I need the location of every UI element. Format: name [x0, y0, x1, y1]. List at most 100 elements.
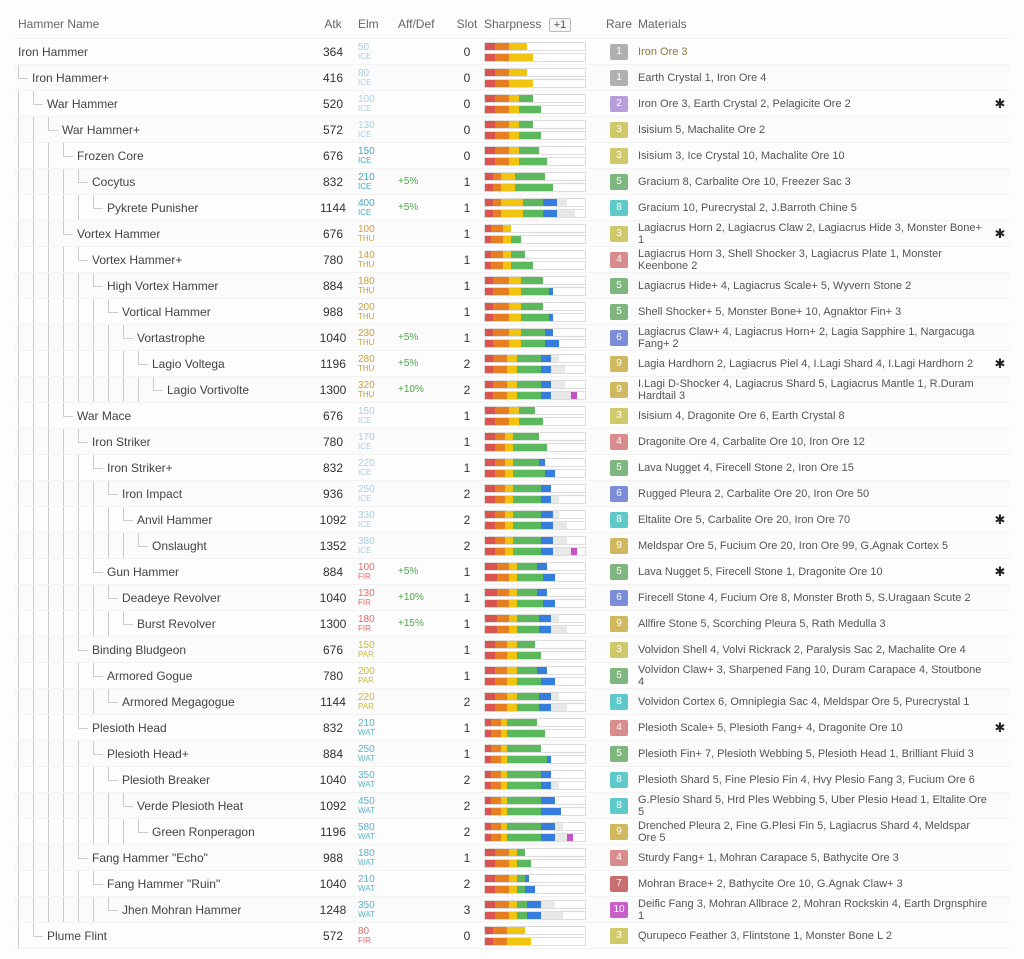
materials: Plesioth Shard 5, Fine Plesio Fin 4, Hvy… — [634, 774, 990, 786]
weapon-row[interactable]: Armored Megagogue1144220PAR28Volvidon Co… — [14, 689, 1010, 715]
hdr-slot[interactable]: Slot — [450, 17, 484, 31]
elm-value: 250ICE — [358, 485, 398, 503]
weapon-name[interactable]: Fang Hammer "Ruin" — [107, 877, 220, 891]
weapon-row[interactable]: Vortex Hammer+780140THU14Lagiacrus Horn … — [14, 247, 1010, 273]
hdr-aff[interactable]: Aff/Def — [398, 17, 450, 31]
weapon-row[interactable]: War Hammer520100ICE02Iron Ore 3, Earth C… — [14, 91, 1010, 117]
weapon-name[interactable]: Iron Impact — [122, 487, 182, 501]
weapon-row[interactable]: Plesioth Head832210WAT14Plesioth Scale+ … — [14, 715, 1010, 741]
weapon-row[interactable]: Vortastrophe1040230THU+5%16Lagiacrus Cla… — [14, 325, 1010, 351]
weapon-row[interactable]: Onslaught1352380ICE29Meldspar Ore 5, Fuc… — [14, 533, 1010, 559]
weapon-name[interactable]: High Vortex Hammer — [107, 279, 218, 293]
weapon-row[interactable]: Vortical Hammer988200THU15Shell Shocker+… — [14, 299, 1010, 325]
weapon-row[interactable]: Plume Flint57280FIR03Qurupeco Feather 3,… — [14, 923, 1010, 949]
weapon-name[interactable]: Iron Striker — [92, 435, 151, 449]
hdr-sharp[interactable]: Sharpness +1 — [484, 17, 604, 32]
weapon-name[interactable]: Plesioth Breaker — [122, 773, 210, 787]
weapon-row[interactable]: Green Ronperagon1196580WAT29Drenched Ple… — [14, 819, 1010, 845]
weapon-name[interactable]: Gun Hammer — [107, 565, 179, 579]
hdr-elm[interactable]: Elm — [358, 17, 398, 31]
weapon-row[interactable]: Cocytus832210ICE+5%15Gracium 8, Carbalit… — [14, 169, 1010, 195]
weapon-row[interactable]: Fang Hammer "Echo"988180WAT14Sturdy Fang… — [14, 845, 1010, 871]
materials: Isisium 3, Ice Crystal 10, Machalite Ore… — [634, 150, 990, 162]
weapon-name[interactable]: Verde Plesioth Heat — [137, 799, 243, 813]
weapon-row[interactable]: Armored Gogue780200PAR15Volvidon Claw+ 3… — [14, 663, 1010, 689]
weapon-name[interactable]: Vortex Hammer+ — [92, 253, 182, 267]
elm-value: 180FIR — [358, 615, 398, 633]
weapon-name[interactable]: Vortical Hammer — [122, 305, 211, 319]
weapon-row[interactable]: Fang Hammer "Ruin"1040210WAT27Mohran Bra… — [14, 871, 1010, 897]
weapon-name[interactable]: Fang Hammer "Echo" — [92, 851, 208, 865]
weapon-name[interactable]: Lagio Voltega — [152, 357, 225, 371]
weapon-name[interactable]: Burst Revolver — [137, 617, 216, 631]
sharpness-plus-button[interactable]: +1 — [549, 18, 572, 32]
weapon-row[interactable]: Lagio Vortivolte1300320THU+10%29I.Lagi D… — [14, 377, 1010, 403]
weapon-name[interactable]: Anvil Hammer — [137, 513, 212, 527]
atk-value: 884 — [308, 565, 358, 579]
rare-badge: 3 — [604, 225, 634, 242]
weapon-row[interactable]: Anvil Hammer1092330ICE28Eltalite Ore 5, … — [14, 507, 1010, 533]
hdr-mat[interactable]: Materials — [634, 17, 990, 31]
weapon-row[interactable]: Iron Hammer+41680ICE01Earth Crystal 1, I… — [14, 65, 1010, 91]
weapon-name[interactable]: Iron Hammer+ — [32, 71, 109, 85]
weapon-row[interactable]: Binding Bludgeon676150PAR13Volvidon Shel… — [14, 637, 1010, 663]
materials: Lagiacrus Hide+ 4, Lagiacrus Scale+ 5, W… — [634, 280, 990, 292]
slot-value: 2 — [450, 773, 484, 787]
elm-value: 130ICE — [358, 121, 398, 139]
hdr-rare[interactable]: Rare — [604, 17, 634, 31]
weapon-name[interactable]: War Hammer — [47, 97, 118, 111]
weapon-name[interactable]: Jhen Mohran Hammer — [122, 903, 241, 917]
weapon-name[interactable]: War Mace — [77, 409, 131, 423]
weapon-row[interactable]: War Hammer+572130ICE03Isisium 5, Machali… — [14, 117, 1010, 143]
weapon-name[interactable]: Vortastrophe — [137, 331, 205, 345]
rare-badge: 8 — [604, 693, 634, 710]
elm-value: 100FIR — [358, 563, 398, 581]
weapon-row[interactable]: Deadeye Revolver1040130FIR+10%16Firecell… — [14, 585, 1010, 611]
weapon-name[interactable]: Armored Gogue — [107, 669, 192, 683]
weapon-name[interactable]: Onslaught — [152, 539, 207, 553]
weapon-row[interactable]: Frozen Core676150ICE03Isisium 3, Ice Cry… — [14, 143, 1010, 169]
weapon-row[interactable]: Pykrete Punisher1144400ICE+5%18Gracium 1… — [14, 195, 1010, 221]
weapon-name[interactable]: Cocytus — [92, 175, 135, 189]
weapon-row[interactable]: Vortex Hammer676100THU13Lagiacrus Horn 2… — [14, 221, 1010, 247]
weapon-row[interactable]: Iron Striker+832220ICE15Lava Nugget 4, F… — [14, 455, 1010, 481]
weapon-name[interactable]: Iron Striker+ — [107, 461, 173, 475]
weapon-row[interactable]: Burst Revolver1300180FIR+15%19Allfire St… — [14, 611, 1010, 637]
weapon-name[interactable]: Armored Megagogue — [122, 695, 235, 709]
star-icon: ✱ — [990, 720, 1010, 736]
weapon-name[interactable]: Deadeye Revolver — [122, 591, 221, 605]
weapon-row[interactable]: Gun Hammer884100FIR+5%15Lava Nugget 5, F… — [14, 559, 1010, 585]
weapon-name[interactable]: Iron Hammer — [18, 45, 88, 59]
rare-badge: 5 — [604, 459, 634, 476]
hdr-atk[interactable]: Atk — [308, 17, 358, 31]
weapon-row[interactable]: Jhen Mohran Hammer1248350WAT310Deific Fa… — [14, 897, 1010, 923]
weapon-row[interactable]: Lagio Voltega1196280THU+5%29Lagia Hardho… — [14, 351, 1010, 377]
weapon-row[interactable]: Plesioth Breaker1040350WAT28Plesioth Sha… — [14, 767, 1010, 793]
weapon-name[interactable]: Green Ronperagon — [152, 825, 255, 839]
star-icon: ✱ — [990, 226, 1010, 242]
weapon-row[interactable]: Iron Hammer36450ICE01Iron Ore 3 — [14, 39, 1010, 65]
slot-value: 2 — [450, 825, 484, 839]
weapon-row[interactable]: War Mace676150ICE13Isisium 4, Dragonite … — [14, 403, 1010, 429]
elm-value: 400ICE — [358, 199, 398, 217]
weapon-name[interactable]: Plesioth Head+ — [107, 747, 189, 761]
weapon-name[interactable]: Plume Flint — [47, 929, 107, 943]
elm-value: 50ICE — [358, 43, 398, 61]
weapon-row[interactable]: High Vortex Hammer884180THU15Lagiacrus H… — [14, 273, 1010, 299]
elm-value: 330ICE — [358, 511, 398, 529]
weapon-name[interactable]: Plesioth Head — [92, 721, 167, 735]
weapon-name[interactable]: Pykrete Punisher — [107, 201, 198, 215]
weapon-name[interactable]: Binding Bludgeon — [92, 643, 186, 657]
weapon-name[interactable]: Vortex Hammer — [77, 227, 160, 241]
weapon-name[interactable]: War Hammer+ — [62, 123, 140, 137]
weapon-row[interactable]: Iron Striker780170ICE14Dragonite Ore 4, … — [14, 429, 1010, 455]
atk-value: 1196 — [308, 357, 358, 371]
weapon-row[interactable]: Iron Impact936250ICE26Rugged Pleura 2, C… — [14, 481, 1010, 507]
weapon-name[interactable]: Lagio Vortivolte — [167, 383, 249, 397]
weapon-row[interactable]: Verde Plesioth Heat1092450WAT28G.Plesio … — [14, 793, 1010, 819]
atk-value: 416 — [308, 71, 358, 85]
weapon-name[interactable]: Frozen Core — [77, 149, 144, 163]
weapon-row[interactable]: Plesioth Head+884250WAT15Plesioth Fin+ 7… — [14, 741, 1010, 767]
slot-value: 1 — [450, 279, 484, 293]
hdr-name[interactable]: Hammer Name — [14, 17, 308, 31]
